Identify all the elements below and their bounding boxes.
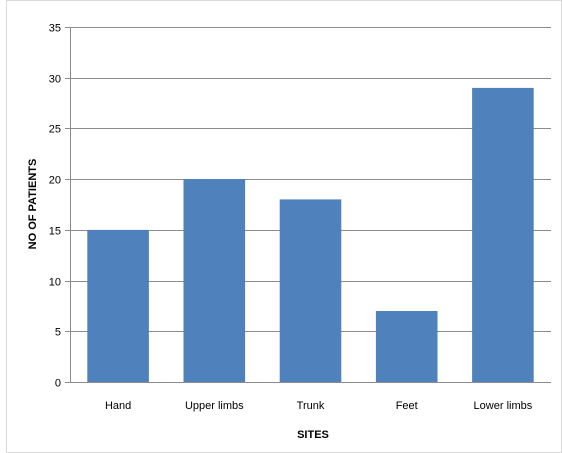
bar-lower-limbs xyxy=(472,87,534,383)
y-tick-labels: 0 5 10 15 20 25 30 35 xyxy=(49,23,61,390)
y-tick-label: 35 xyxy=(49,23,61,35)
y-tick-label: 10 xyxy=(49,277,61,289)
y-tick-label: 30 xyxy=(49,74,61,86)
y-tick-label: 5 xyxy=(55,327,61,339)
bars xyxy=(87,87,534,383)
x-axis-title: SITES xyxy=(297,429,329,441)
bar-trunk xyxy=(279,199,342,382)
y-tick-label: 15 xyxy=(49,226,61,238)
x-tick-label: Feet xyxy=(396,400,418,412)
y-tick-label: 25 xyxy=(49,124,61,136)
x-tick-label: Upper limbs xyxy=(185,400,244,412)
x-tick-labels: Hand Upper limbs Trunk Feet Lower limbs xyxy=(105,400,533,412)
x-tick-label: Lower limbs xyxy=(474,400,533,412)
y-tick-label: 20 xyxy=(49,175,61,187)
bar-hand xyxy=(87,229,149,382)
axes xyxy=(70,27,551,383)
bar-feet xyxy=(375,311,438,382)
y-axis-title: NO OF PATIENTS xyxy=(27,159,39,250)
x-tick-label: Hand xyxy=(105,400,131,412)
bar-upper-limbs xyxy=(183,179,246,382)
y-tick-label: 0 xyxy=(55,378,61,390)
x-tick-label: Trunk xyxy=(297,400,325,412)
